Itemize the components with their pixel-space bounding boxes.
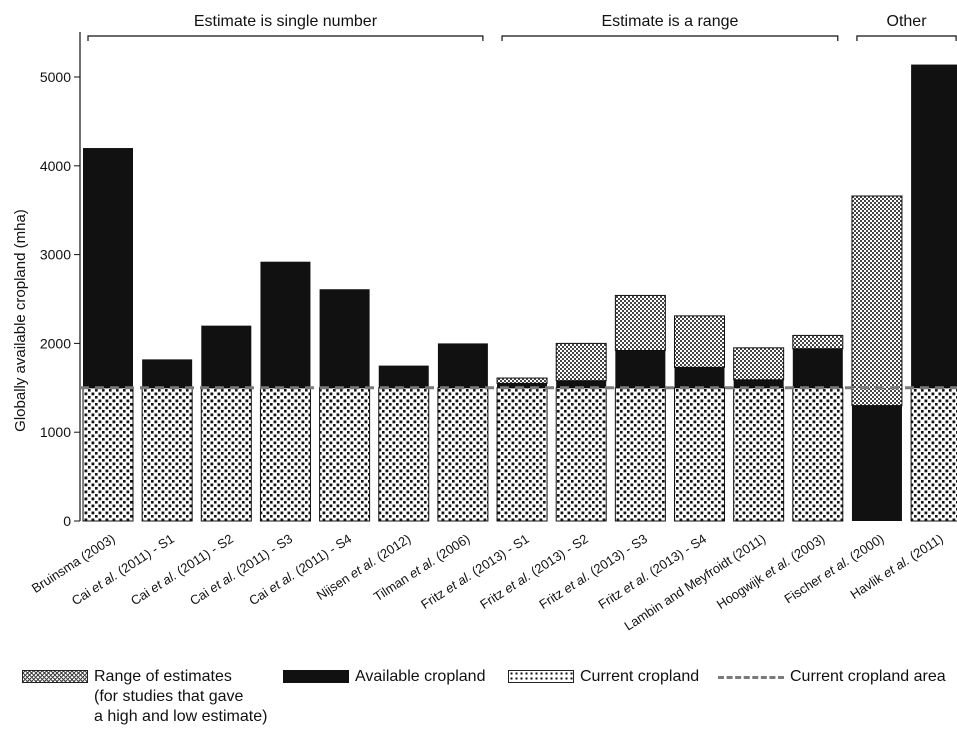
bar-current-cropland	[259, 387, 311, 522]
y-tick-label: 1000	[40, 424, 71, 440]
bar-current-cropland	[496, 387, 548, 522]
legend: Range of estimates (for studies that gav…	[0, 665, 957, 733]
bar-available-cropland	[83, 148, 133, 388]
group-label: Estimate is a range	[601, 13, 738, 30]
bar-current-cropland	[910, 387, 957, 522]
bar-chart: 0 1000 2000 3000 4000 5000 Globally available …	[12, 13, 957, 634]
bar-available-cropland	[437, 343, 488, 388]
bar-current-cropland	[674, 387, 725, 522]
bar-range-of-estimates	[496, 377, 548, 384]
bar-range-of-estimates	[733, 347, 785, 381]
legend-label-range-1: Range of estimates	[94, 668, 232, 685]
bar-current-cropland	[141, 387, 193, 522]
x-tick-label: Fritz et al. (2013) - S3	[536, 531, 650, 612]
bar-available-cropland	[319, 289, 370, 388]
legend-item-available: Available cropland	[283, 667, 485, 687]
legend-swatch-range	[22, 670, 88, 683]
legend-label-range-2: (for studies that gave	[94, 688, 244, 705]
legend-label-area-line: Current cropland area	[790, 668, 946, 685]
x-tick-label: Tilman et al. (2006)	[371, 531, 473, 604]
bar-range-of-estimates	[555, 342, 607, 382]
group-bracket	[87, 35, 484, 41]
y-axis-label: Globally available cropland (mha)	[12, 209, 29, 432]
bar-available-cropland	[201, 325, 252, 388]
legend-item-range: Range of estimates (for studies that gav…	[22, 667, 267, 727]
x-tick-label: Fritz et al. (2013) - S2	[477, 531, 591, 612]
y-tick-label: 2000	[40, 335, 71, 351]
bar-available-cropland	[615, 350, 666, 388]
bar-available-cropland	[142, 359, 193, 388]
bar-current-cropland	[733, 387, 785, 522]
bar-available-cropland	[674, 367, 725, 388]
group-label: Other	[887, 13, 928, 30]
bar-current-cropland	[792, 387, 844, 522]
bar-current-cropland	[82, 387, 134, 522]
bar-range-of-estimates	[851, 195, 903, 407]
x-tick-label: Cai et al. (2011) - S1	[69, 531, 177, 608]
x-tick-label: Hoogwijk et al. (2003)	[714, 531, 828, 612]
bar-current-cropland	[378, 387, 430, 522]
legend-item-area-line: Current cropland area	[718, 667, 946, 687]
x-tick-label: Fischer et al. (2000)	[781, 531, 886, 607]
y-tick-label: 4000	[40, 158, 71, 174]
group-brackets: Estimate is single number Estimate is a r…	[87, 13, 957, 41]
x-tick-label: Cai et al. (2011) - S2	[128, 531, 236, 608]
bar-current-cropland	[319, 387, 371, 522]
bar-current-cropland	[437, 387, 489, 522]
bar-available-cropland	[497, 383, 548, 388]
legend-swatch-area-line	[718, 676, 784, 679]
bar-available-cropland	[556, 380, 607, 388]
bar-current-cropland	[555, 387, 607, 522]
legend-swatch-available	[283, 670, 349, 683]
group-bracket	[856, 35, 957, 41]
bar-current-cropland	[200, 387, 252, 522]
x-tick-label: Cai et al. (2011) - S3	[187, 531, 295, 608]
bar-range-of-estimates	[674, 315, 725, 368]
bar-current-cropland	[614, 387, 666, 522]
axes: 0 1000 2000 3000 4000 5000 Globally available …	[12, 32, 81, 529]
x-tick-label: Cai et al. (2011) - S4	[246, 531, 354, 608]
bar-available-cropland	[378, 365, 429, 388]
bars	[80, 64, 957, 522]
group-bracket	[501, 35, 839, 41]
legend-label-current: Current cropland	[580, 668, 700, 685]
bar-available-cropland	[792, 348, 843, 388]
y-tick-label: 0	[63, 513, 71, 529]
y-tick-label: 3000	[40, 247, 71, 263]
bar-range-of-estimates	[792, 334, 844, 350]
y-tick-label: 5000	[40, 69, 71, 85]
legend-swatch-current	[508, 670, 574, 683]
legend-label-available: Available cropland	[355, 668, 486, 685]
group-label: Estimate is single number	[194, 13, 378, 30]
bar-available-cropland	[733, 379, 784, 388]
bar-range-of-estimates	[614, 294, 666, 352]
legend-item-current: Current cropland	[508, 667, 699, 687]
bar-available-cropland	[851, 405, 902, 521]
x-tick-label: Fritz et al. (2013) - S1	[418, 531, 532, 612]
x-tick-labels: Bruinsma (2003)Cai et al. (2011) - S1Cai…	[29, 531, 946, 634]
legend-label-range-3: a high and low estimate)	[94, 708, 268, 725]
bar-available-cropland	[911, 64, 957, 388]
bar-available-cropland	[260, 261, 311, 388]
